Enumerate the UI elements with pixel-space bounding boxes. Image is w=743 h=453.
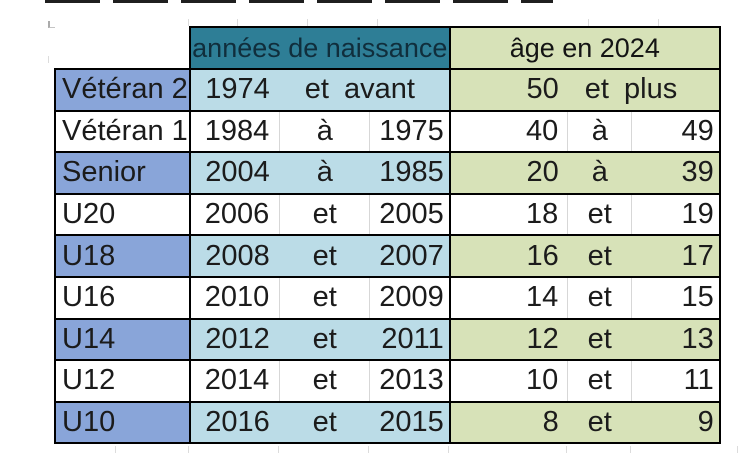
age-from-cell[interactable]: 10 [449, 359, 569, 403]
age-from-cell[interactable]: 8 [449, 400, 568, 445]
birth-from-cell[interactable]: 1984 [189, 109, 281, 154]
category-cell[interactable]: Senior [54, 151, 191, 195]
gridline-stub [377, 19, 378, 26]
age-to-cell[interactable]: 9 [631, 400, 721, 445]
age-link-cell[interactable]: à [567, 109, 633, 154]
grid-corner-artifact [48, 21, 55, 28]
table-row: Vétéran 1 1984 à 1975 40 à 49 [54, 109, 721, 154]
age-categories-table: années de naissance âge en 2024 Vétéran … [54, 26, 721, 445]
birth-to-cell[interactable]: 2015 [369, 400, 451, 445]
gridline-stub [630, 446, 631, 453]
category-cell[interactable]: U20 [54, 192, 191, 237]
birth-link-cell[interactable]: et [279, 317, 370, 362]
birth-to-cell[interactable]: 2007 [369, 234, 451, 278]
age-from-cell[interactable]: 40 [449, 109, 569, 154]
age-to-cell[interactable]: 11 [631, 359, 721, 403]
gridline-stub [737, 446, 738, 453]
category-cell[interactable]: Vétéran 2 [54, 68, 191, 112]
age-to-cell[interactable]: 17 [631, 234, 721, 278]
age-from-cell[interactable]: 16 [449, 234, 568, 278]
age-range-cell[interactable]: et plus [567, 68, 721, 112]
age-to-cell[interactable]: 49 [631, 109, 721, 154]
gridline-stub [188, 446, 189, 453]
age-from-cell[interactable]: 18 [449, 192, 569, 237]
birth-from-cell[interactable]: 2008 [189, 234, 280, 278]
age-to-cell[interactable]: 39 [631, 151, 721, 195]
gridline-stub [307, 19, 308, 26]
age-link-cell[interactable]: et [567, 192, 633, 237]
gridline-stub [448, 446, 449, 453]
gridline-stub [188, 19, 189, 26]
age-from-cell[interactable]: 20 [449, 151, 568, 195]
category-cell[interactable]: U18 [54, 234, 191, 278]
table-row: Senior 2004 à 1985 20 à 39 [54, 151, 721, 195]
birth-range-cell[interactable]: et avant [279, 68, 451, 112]
empty-corner-cell [55, 27, 190, 69]
birth-link-cell[interactable]: et [279, 275, 371, 320]
birth-from-cell[interactable]: 2014 [189, 359, 281, 403]
birth-from-cell[interactable]: 2006 [189, 192, 281, 237]
age-link-cell[interactable]: et [567, 275, 633, 320]
birth-to-cell[interactable]: 2011 [369, 317, 451, 362]
birth-link-cell[interactable]: et [279, 400, 370, 445]
category-cell[interactable]: U16 [54, 275, 191, 320]
age-from-cell[interactable]: 14 [449, 275, 569, 320]
cropped-content-remnant [45, 0, 553, 3]
gridline-stub [278, 446, 279, 453]
table-row: U10 2016 et 2015 8 et 9 [54, 400, 721, 445]
birth-to-cell[interactable]: 1975 [369, 109, 451, 154]
table-row: U20 2006 et 2005 18 et 19 [54, 192, 721, 237]
age-link-cell[interactable]: et [567, 359, 633, 403]
age-from-cell[interactable]: 12 [449, 317, 568, 362]
category-cell[interactable]: U14 [54, 317, 191, 362]
age-link-cell[interactable]: et [567, 317, 632, 362]
gridline-stub [115, 446, 116, 453]
birth-link-cell[interactable]: et [279, 234, 370, 278]
table-row: U14 2012 et 2011 12 et 13 [54, 317, 721, 362]
birth-to-cell[interactable]: 2013 [369, 359, 451, 403]
birth-from-cell[interactable]: 2010 [189, 275, 281, 320]
gridline-stub [658, 19, 659, 26]
gridline-stub [368, 446, 369, 453]
birth-link-cell[interactable]: et [279, 359, 371, 403]
gridline-stub [566, 446, 567, 453]
birth-from-cell[interactable]: 2016 [189, 400, 280, 445]
table-row: U18 2008 et 2007 16 et 17 [54, 234, 721, 278]
age-link-cell[interactable]: et [567, 400, 632, 445]
birth-years-header-cell[interactable]: années de naissance [188, 26, 451, 70]
header-row: années de naissance âge en 2024 [55, 26, 721, 70]
birth-link-cell[interactable]: à [279, 109, 371, 154]
age-header-cell[interactable]: âge en 2024 [448, 26, 721, 70]
age-from-cell[interactable]: 50 [449, 68, 568, 112]
birth-to-cell[interactable]: 2009 [369, 275, 451, 320]
birth-link-cell[interactable]: et [279, 192, 371, 237]
gridline-stub [48, 56, 49, 63]
birth-to-cell[interactable]: 1985 [369, 151, 451, 195]
age-link-cell[interactable]: à [567, 151, 632, 195]
gridline-stub [237, 19, 238, 26]
age-to-cell[interactable]: 19 [631, 192, 721, 237]
age-to-cell[interactable]: 13 [631, 317, 721, 362]
table-row: U16 2010 et 2009 14 et 15 [54, 275, 721, 320]
category-cell[interactable]: U10 [54, 400, 191, 445]
age-to-cell[interactable]: 15 [631, 275, 721, 320]
birth-from-cell[interactable]: 2012 [189, 317, 280, 362]
birth-link-cell[interactable]: à [279, 151, 370, 195]
category-cell[interactable]: U12 [54, 359, 191, 403]
category-cell[interactable]: Vétéran 1 [54, 109, 191, 154]
gridline-stub [588, 19, 589, 26]
birth-from-cell[interactable]: 2004 [189, 151, 280, 195]
birth-from-cell[interactable]: 1974 [189, 68, 280, 112]
table-row: U12 2014 et 2013 10 et 11 [54, 359, 721, 403]
birth-to-cell[interactable]: 2005 [369, 192, 451, 237]
age-link-cell[interactable]: et [567, 234, 632, 278]
table-row: Vétéran 2 1974 et avant 50 et plus [54, 68, 721, 112]
